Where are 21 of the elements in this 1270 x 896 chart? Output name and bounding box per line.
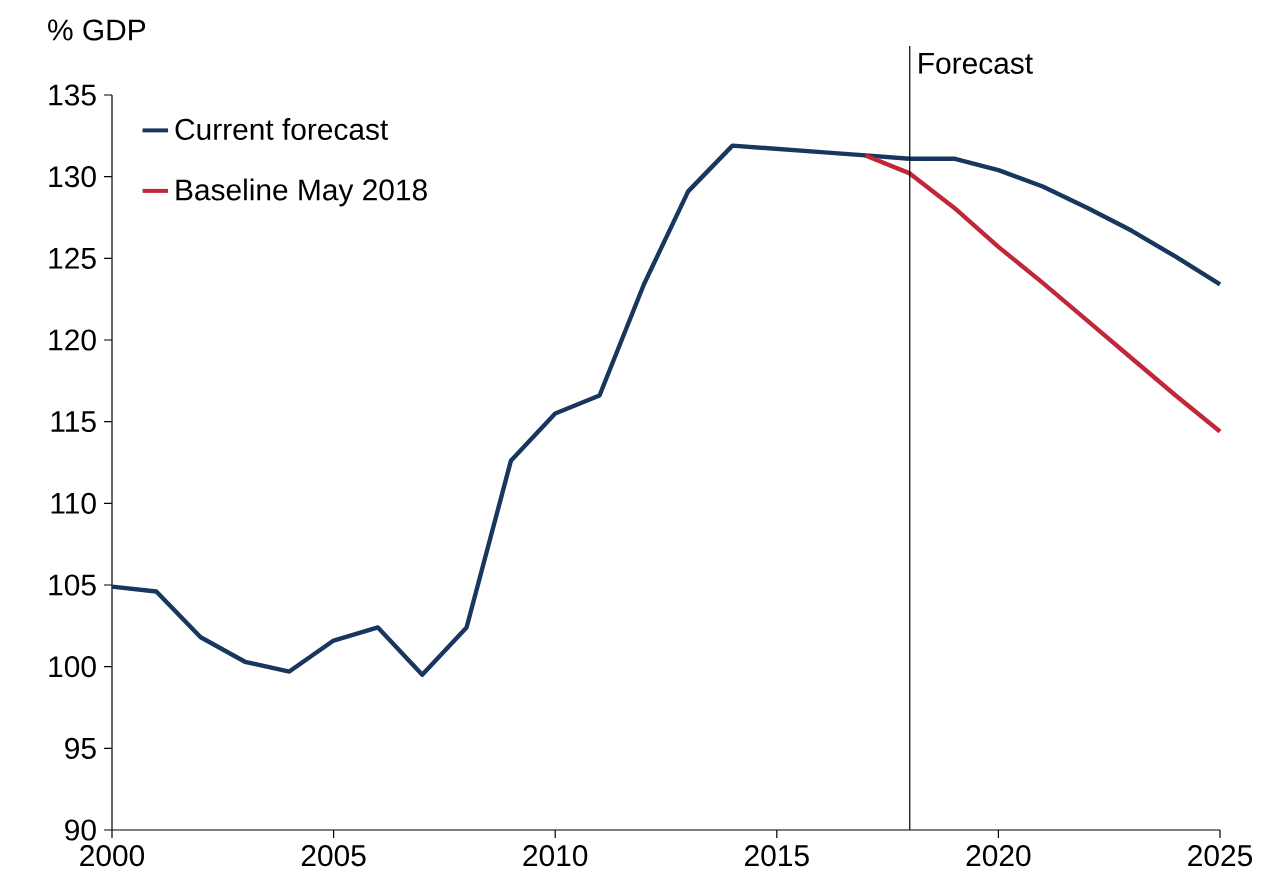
x-tick-label: 2000 bbox=[80, 845, 145, 867]
y-tick-label: 95 bbox=[65, 737, 96, 759]
y-tick-label: 105 bbox=[49, 574, 96, 596]
y-tick-label: 130 bbox=[49, 166, 96, 188]
x-tick-label: 2020 bbox=[966, 845, 1031, 867]
y-tick-label: 135 bbox=[49, 84, 96, 106]
y-tick-label: 110 bbox=[51, 492, 96, 514]
y-tick-label: 90 bbox=[65, 819, 96, 841]
y-tick-label: 125 bbox=[49, 247, 96, 269]
y-tick-label: 115 bbox=[51, 411, 96, 433]
ref-line-label: Forecast bbox=[919, 53, 1033, 74]
y-tick-label: 120 bbox=[49, 329, 96, 351]
line-series bbox=[863, 153, 1223, 434]
y-axis-title: % GDP bbox=[48, 19, 146, 41]
x-tick-label: 2005 bbox=[301, 845, 366, 867]
legend-label: Current forecast bbox=[175, 118, 389, 140]
x-tick-label: 2015 bbox=[745, 845, 809, 867]
x-tick-label: 2025 bbox=[1188, 845, 1252, 867]
y-tick-label: 100 bbox=[49, 656, 96, 678]
x-tick-label: 2010 bbox=[523, 845, 588, 867]
legend-label: Baseline May 2018 bbox=[176, 178, 427, 207]
